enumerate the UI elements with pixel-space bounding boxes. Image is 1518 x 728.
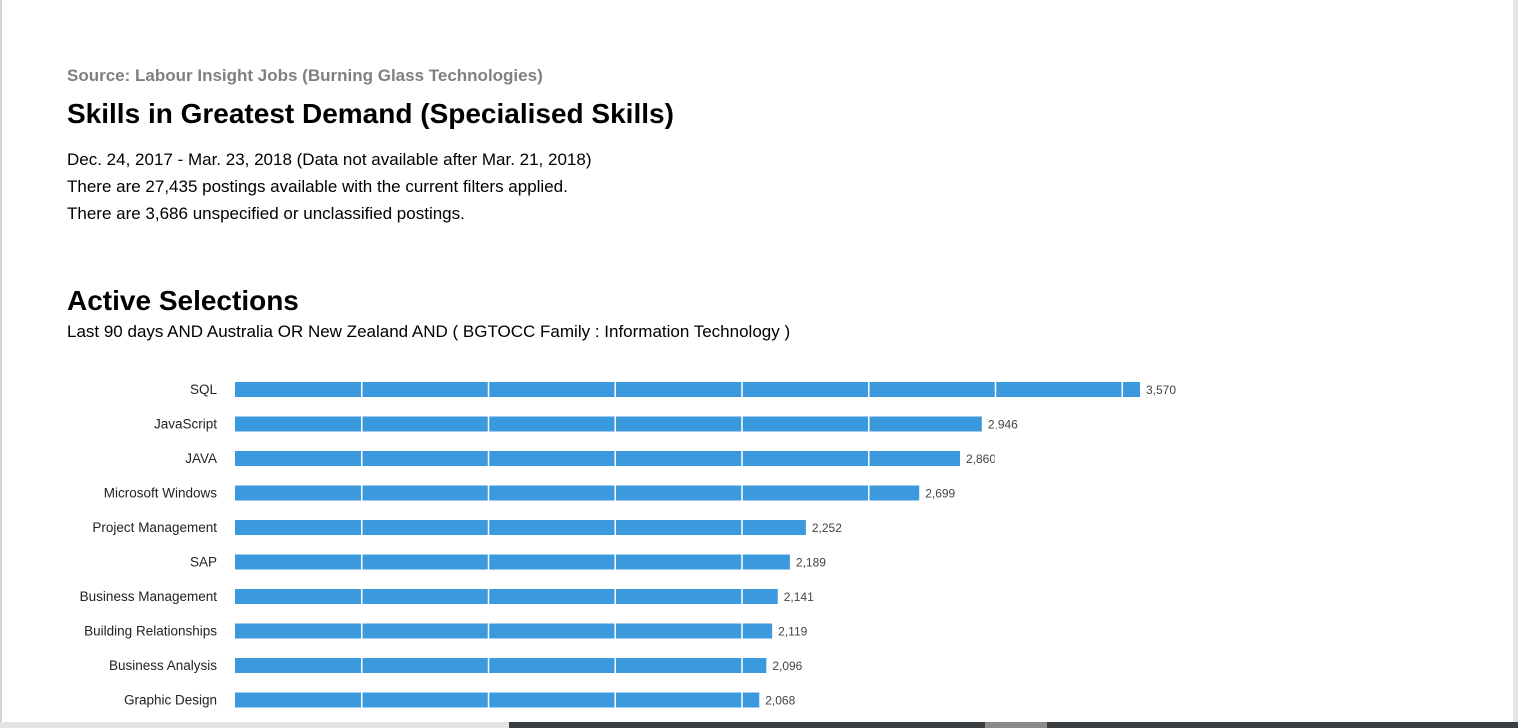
category-label: Microsoft Windows bbox=[104, 486, 218, 501]
window-left-border bbox=[0, 0, 2, 722]
data-label: 2,068 bbox=[765, 694, 795, 708]
category-label: Graphic Design bbox=[124, 693, 217, 708]
data-label: 2,096 bbox=[772, 659, 802, 673]
bar bbox=[235, 382, 1140, 397]
bar bbox=[235, 554, 790, 570]
active-selections-text: Last 90 days AND Australia OR New Zealan… bbox=[67, 322, 791, 341]
category-label: Business Management bbox=[80, 589, 218, 604]
data-label: 2,252 bbox=[812, 521, 842, 535]
source-text: Source: Labour Insight Jobs (Burning Gla… bbox=[67, 66, 543, 85]
date-range-text: Dec. 24, 2017 - Mar. 23, 2018 (Data not … bbox=[67, 150, 592, 169]
data-label: 2,119 bbox=[778, 625, 807, 639]
bar bbox=[235, 485, 920, 501]
data-label: 2,860 bbox=[966, 452, 996, 466]
unspecified-postings-text: There are 3,686 unspecified or unclassif… bbox=[67, 204, 465, 223]
bar bbox=[235, 589, 778, 604]
category-label: JAVA bbox=[185, 451, 217, 466]
bar bbox=[235, 623, 773, 639]
data-label: 2,141 bbox=[784, 590, 814, 604]
data-label: 3,570 bbox=[1146, 383, 1176, 397]
data-label: 2,946 bbox=[988, 418, 1018, 432]
active-selections-heading: Active Selections bbox=[67, 285, 299, 316]
category-label: SAP bbox=[190, 555, 217, 570]
bar bbox=[235, 658, 767, 673]
postings-count-text: There are 27,435 postings available with… bbox=[67, 177, 568, 196]
category-label: JavaScript bbox=[154, 417, 217, 432]
category-label: Project Management bbox=[92, 520, 217, 535]
skills-bar-chart: SQL 3,570 JavaScript 2,946 JAVA 2,860 Microsof… bbox=[80, 380, 1176, 710]
bar bbox=[235, 520, 806, 535]
window-right-border bbox=[1513, 0, 1518, 722]
category-label: Business Analysis bbox=[109, 658, 217, 673]
page-title: Skills in Greatest Demand (Specialised S… bbox=[67, 98, 674, 129]
category-label: SQL bbox=[190, 382, 218, 397]
bar bbox=[235, 451, 961, 466]
bar bbox=[235, 692, 760, 708]
bar bbox=[235, 416, 982, 432]
category-label: Building Relationships bbox=[84, 624, 217, 639]
data-label: 2,699 bbox=[925, 487, 955, 501]
data-label: 2,189 bbox=[796, 556, 826, 570]
scrollbar-thumb[interactable] bbox=[985, 722, 1047, 728]
